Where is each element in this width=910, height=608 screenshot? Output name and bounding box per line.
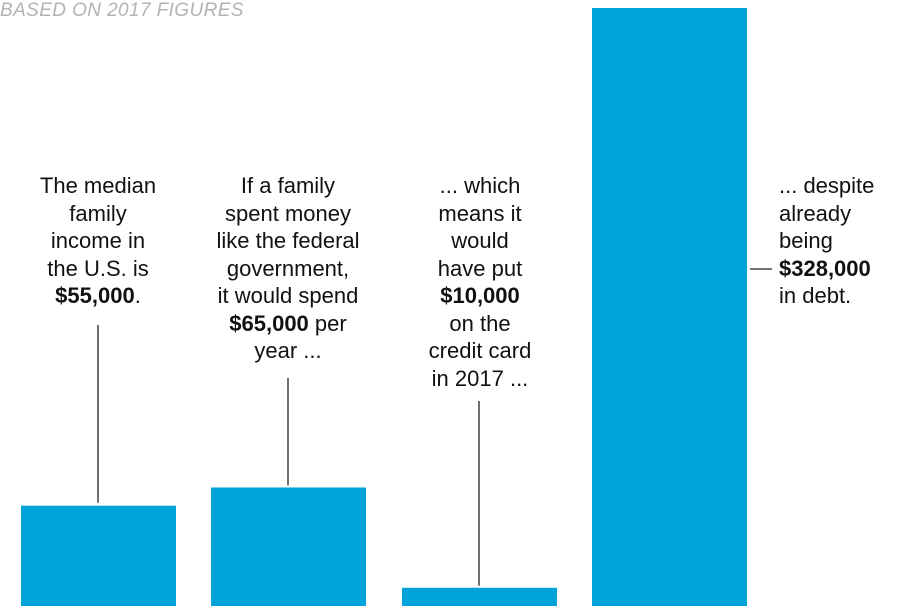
annotation-text: in debt.	[779, 283, 852, 308]
annotation-credit-card: ... which means it would have put $10,000 on …	[400, 172, 560, 392]
annotation-line: If a family	[193, 172, 383, 200]
annotation-line: already	[779, 200, 904, 228]
annotation-value: $65,000	[229, 310, 309, 336]
annotation-line: $10,000	[400, 282, 560, 310]
bar-family-spending	[211, 487, 366, 606]
annotation-text: per	[308, 310, 347, 336]
annotation-line: would	[400, 227, 560, 255]
annotation-text: it would spend	[217, 283, 359, 308]
annotation-line: year ...	[193, 337, 383, 365]
annotation-text: income in	[50, 228, 146, 253]
annotation-line: $328,000	[779, 255, 904, 283]
annotation-text: If a family	[240, 173, 336, 198]
annotation-line: credit card	[400, 337, 560, 365]
annotation-line: $55,000.	[18, 282, 178, 310]
annotation-line: in 2017 ...	[400, 365, 560, 393]
annotation-text: like the federal	[216, 228, 360, 253]
annotation-line: the U.S. is	[18, 255, 178, 283]
bar-total-debt	[592, 8, 747, 606]
annotation-line: income in	[18, 227, 178, 255]
annotation-line: have put	[400, 255, 560, 283]
annotation-line: family	[18, 200, 178, 228]
annotation-text: the U.S. is	[47, 255, 149, 281]
annotation-total-debt: ... despite already being $328,000 in debt.	[779, 172, 904, 310]
annotation-text: being	[779, 228, 833, 253]
annotation-text: already	[779, 200, 852, 226]
chart-subtitle: BASED ON 2017 FIGURES	[0, 0, 244, 21]
annotation-line: ... despite	[779, 172, 904, 200]
annotation-line: ... which	[400, 172, 560, 200]
annotation-text: credit card	[428, 338, 532, 363]
annotation-line: like the federal	[193, 227, 383, 255]
annotation-text: government,	[226, 255, 350, 281]
annotation-line: in debt.	[779, 282, 904, 310]
annotation-value: $10,000	[440, 283, 520, 308]
bar-median-income	[21, 505, 176, 606]
annotation-text: on the	[449, 310, 511, 336]
annotation-line: The median	[18, 172, 178, 200]
annotation-line: it would spend	[193, 282, 383, 310]
bar-credit-card	[402, 587, 557, 606]
annotation-text: means it	[438, 200, 522, 226]
annotation-text: ... despite	[779, 173, 875, 198]
annotation-line: being	[779, 227, 904, 255]
annotation-text: ... which	[439, 173, 521, 198]
annotation-federal-spending: If a family spent money like the federal go…	[193, 172, 383, 365]
annotation-text: family	[69, 200, 127, 226]
annotation-line: on the	[400, 310, 560, 338]
annotation-text: in 2017 ...	[431, 365, 529, 391]
annotation-line: means it	[400, 200, 560, 228]
annotation-line: spent money	[193, 200, 383, 228]
annotation-line: $65,000 per	[193, 310, 383, 338]
annotation-text: year ...	[254, 338, 322, 363]
annotation-text: spent money	[225, 200, 351, 226]
annotation-text: have put	[437, 255, 523, 281]
annotation-text: would	[451, 228, 509, 253]
annotation-value: $55,000	[55, 283, 135, 308]
annotation-value: $328,000	[779, 255, 871, 281]
annotation-line: government,	[193, 255, 383, 283]
annotation-median-income: The median family income in the U.S. is $55,…	[18, 172, 178, 310]
annotation-text: .	[134, 283, 141, 308]
annotation-text: The median	[39, 173, 157, 198]
